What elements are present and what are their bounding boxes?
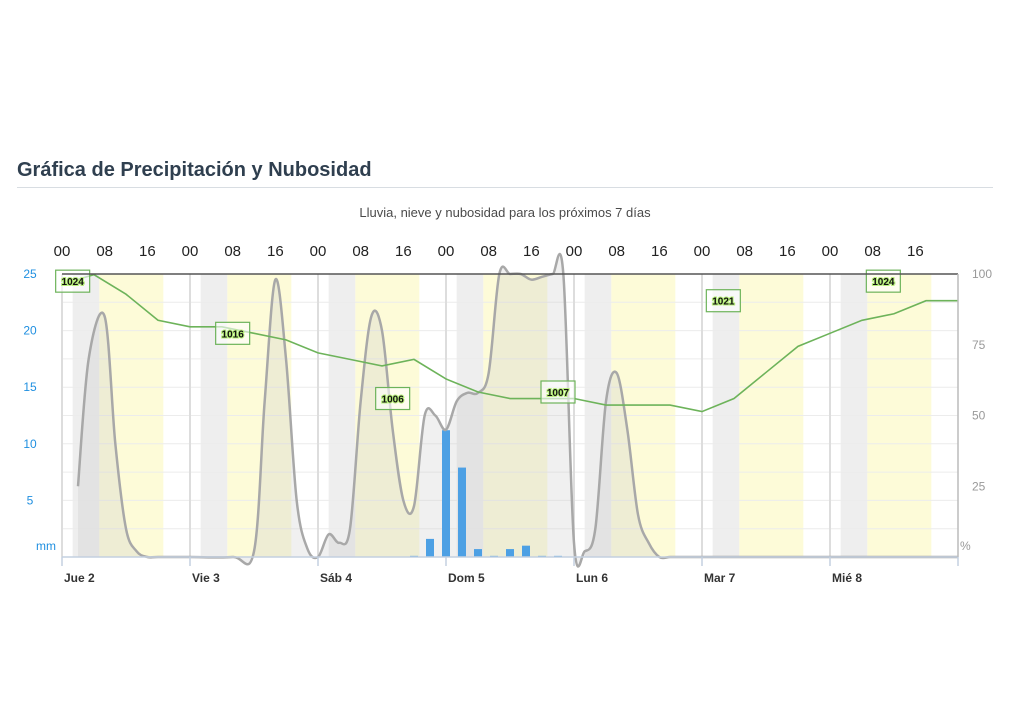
precipitation-bar bbox=[426, 538, 434, 557]
hour-label: 00 bbox=[182, 243, 199, 260]
pressure-label: 1024 bbox=[62, 277, 85, 288]
day-label: Sáb 4 bbox=[320, 571, 352, 585]
pressure-label-box bbox=[540, 380, 576, 404]
left-axis-tick: 15 bbox=[23, 380, 37, 394]
hour-label: 16 bbox=[139, 243, 156, 260]
day-label: Vie 3 bbox=[192, 571, 220, 585]
pressure-label-box bbox=[705, 289, 741, 313]
hour-label: 08 bbox=[352, 243, 369, 260]
hour-label: 08 bbox=[96, 243, 113, 260]
pressure-label-box bbox=[865, 269, 901, 293]
chart-subtitle: Lluvia, nieve y nubosidad para los próxi… bbox=[359, 205, 651, 220]
right-axis-unit: % bbox=[960, 539, 971, 553]
hour-label: 16 bbox=[779, 243, 796, 260]
left-axis-tick: 25 bbox=[23, 267, 37, 281]
pressure-label-box bbox=[55, 269, 91, 293]
hour-label: 00 bbox=[310, 243, 327, 260]
hour-label: 16 bbox=[907, 243, 924, 260]
precipitation-bar bbox=[474, 549, 482, 557]
hour-label: 08 bbox=[864, 243, 881, 260]
day-label: Lun 6 bbox=[576, 571, 608, 585]
page-title: Gráfica de Precipitación y Nubosidad bbox=[17, 159, 372, 181]
hour-label: 16 bbox=[395, 243, 412, 260]
pressure-label: 1007 bbox=[547, 388, 570, 399]
day-label: Mié 8 bbox=[832, 571, 862, 585]
hour-label: 08 bbox=[224, 243, 241, 260]
hour-label: 08 bbox=[480, 243, 497, 260]
hour-label: 16 bbox=[523, 243, 540, 260]
pressure-label-box bbox=[215, 321, 251, 345]
cloud-cover-area bbox=[78, 253, 958, 567]
pressure-label: 1021 bbox=[712, 297, 735, 308]
hour-label: 00 bbox=[54, 243, 71, 260]
left-axis-tick: 5 bbox=[27, 493, 34, 507]
pressure-line bbox=[71, 273, 958, 413]
pressure-label: 1024 bbox=[872, 277, 895, 288]
hour-label: 00 bbox=[566, 243, 583, 260]
hour-label: 16 bbox=[651, 243, 668, 260]
precipitation-bar bbox=[458, 467, 466, 557]
precipitation-bar bbox=[522, 545, 530, 557]
hour-label: 08 bbox=[736, 243, 753, 260]
precipitation-bar bbox=[442, 430, 450, 557]
precipitation-bar bbox=[506, 549, 514, 557]
right-axis-tick: 100 bbox=[972, 267, 992, 281]
day-label: Mar 7 bbox=[704, 571, 736, 585]
right-axis-tick: 50 bbox=[972, 409, 986, 423]
hour-label: 00 bbox=[438, 243, 455, 260]
hour-label: 00 bbox=[694, 243, 711, 260]
pressure-label: 1006 bbox=[382, 395, 405, 406]
pressure-label-box bbox=[375, 386, 411, 411]
day-label: Dom 5 bbox=[448, 571, 485, 585]
right-axis-tick: 75 bbox=[972, 338, 986, 352]
left-axis-unit: mm bbox=[36, 539, 56, 553]
hour-label: 08 bbox=[608, 243, 625, 260]
left-axis-tick: 20 bbox=[23, 324, 37, 338]
title-divider bbox=[17, 187, 993, 188]
hour-label: 16 bbox=[267, 243, 284, 260]
pressure-label: 1016 bbox=[222, 329, 245, 340]
left-axis-tick: 10 bbox=[23, 437, 37, 451]
hour-label: 00 bbox=[822, 243, 839, 260]
right-axis-tick: 25 bbox=[972, 479, 986, 493]
day-label: Jue 2 bbox=[64, 571, 95, 585]
